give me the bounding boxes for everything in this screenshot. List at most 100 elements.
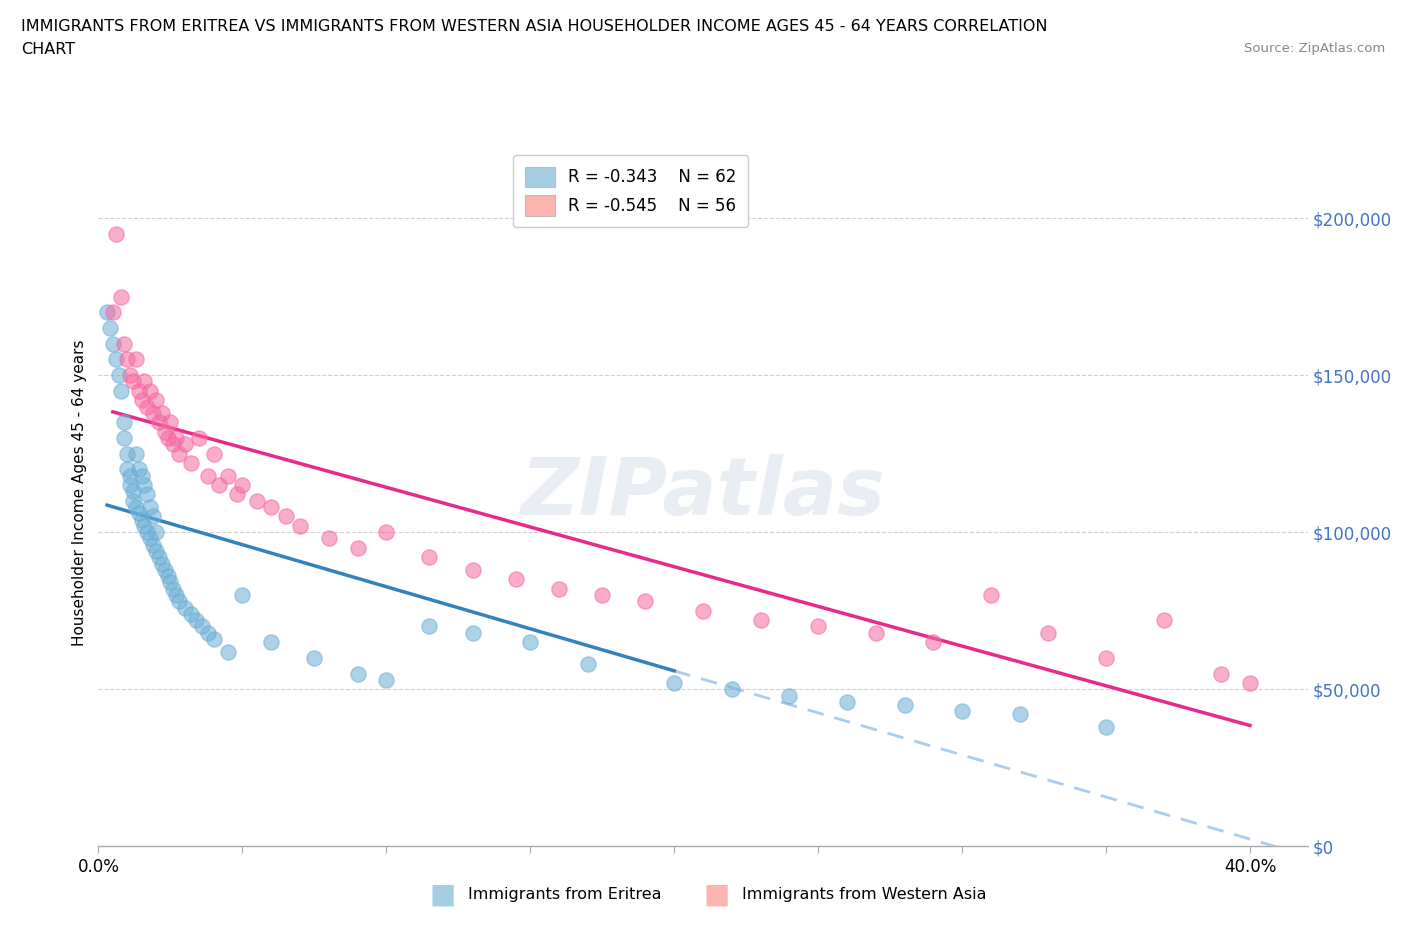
Point	[139, 499, 162, 514]
Point	[197, 468, 219, 483]
Point	[139, 383, 162, 398]
Text: Immigrants from Western Asia: Immigrants from Western Asia	[742, 887, 987, 902]
Point	[1239, 675, 1261, 690]
Point	[115, 446, 138, 461]
Point	[231, 478, 253, 493]
Point	[136, 525, 159, 539]
Point	[131, 512, 153, 527]
Point	[950, 704, 973, 719]
Point	[107, 367, 129, 382]
Point	[274, 509, 297, 524]
Text: CHART: CHART	[21, 42, 75, 57]
Point	[505, 572, 527, 587]
Point	[167, 594, 190, 609]
Point	[145, 525, 167, 539]
Point	[104, 226, 127, 241]
Point	[128, 462, 150, 477]
Point	[150, 556, 173, 571]
Point	[173, 600, 195, 615]
Point	[156, 569, 179, 584]
Point	[418, 550, 440, 565]
Point	[120, 478, 142, 493]
Point	[122, 493, 145, 508]
Point	[159, 575, 181, 590]
Point	[162, 437, 184, 452]
Point	[922, 634, 945, 649]
Point	[418, 619, 440, 634]
Point	[145, 392, 167, 407]
Point	[134, 374, 156, 389]
Point	[1095, 650, 1118, 665]
Point	[720, 682, 742, 697]
Point	[128, 506, 150, 521]
Point	[591, 588, 613, 603]
Point	[461, 563, 484, 578]
Point	[131, 392, 153, 407]
Point	[346, 540, 368, 555]
Point	[167, 446, 190, 461]
Point	[375, 672, 398, 687]
Point	[148, 550, 170, 565]
Point	[98, 321, 121, 336]
Point	[548, 581, 571, 596]
Point	[125, 446, 148, 461]
Point	[125, 499, 148, 514]
Point	[778, 688, 800, 703]
Point	[835, 695, 858, 710]
Text: Immigrants from Eritrea: Immigrants from Eritrea	[468, 887, 662, 902]
Point	[122, 374, 145, 389]
Point	[260, 634, 283, 649]
Point	[188, 431, 211, 445]
Point	[115, 352, 138, 366]
Point	[576, 657, 599, 671]
Point	[461, 625, 484, 640]
Point	[664, 675, 686, 690]
Point	[104, 352, 127, 366]
Point	[692, 604, 714, 618]
Point	[1153, 613, 1175, 628]
Point	[112, 431, 135, 445]
Legend: R = -0.343    N = 62, R = -0.545    N = 56: R = -0.343 N = 62, R = -0.545 N = 56	[513, 155, 748, 227]
Point	[260, 499, 283, 514]
Point	[980, 588, 1002, 603]
Text: ■: ■	[704, 881, 730, 909]
Point	[1095, 720, 1118, 735]
Point	[142, 405, 165, 420]
Point	[304, 650, 326, 665]
Point	[134, 518, 156, 533]
Point	[139, 531, 162, 546]
Point	[893, 698, 915, 712]
Point	[202, 631, 225, 646]
Point	[150, 405, 173, 420]
Point	[136, 487, 159, 502]
Point	[122, 484, 145, 498]
Point	[153, 424, 176, 439]
Point	[186, 613, 208, 628]
Point	[134, 478, 156, 493]
Point	[865, 625, 887, 640]
Point	[217, 468, 239, 483]
Point	[110, 289, 132, 304]
Point	[120, 468, 142, 483]
Point	[145, 543, 167, 558]
Point	[1038, 625, 1060, 640]
Point	[288, 518, 311, 533]
Point	[136, 399, 159, 414]
Point	[173, 437, 195, 452]
Point	[142, 538, 165, 552]
Point	[125, 352, 148, 366]
Point	[180, 606, 202, 621]
Point	[180, 456, 202, 471]
Point	[246, 493, 269, 508]
Point	[346, 666, 368, 681]
Point	[231, 588, 253, 603]
Point	[519, 634, 541, 649]
Text: IMMIGRANTS FROM ERITREA VS IMMIGRANTS FROM WESTERN ASIA HOUSEHOLDER INCOME AGES : IMMIGRANTS FROM ERITREA VS IMMIGRANTS FR…	[21, 19, 1047, 33]
Point	[110, 383, 132, 398]
Point	[142, 509, 165, 524]
Point	[101, 337, 124, 352]
Point	[131, 468, 153, 483]
Point	[197, 625, 219, 640]
Point	[112, 415, 135, 430]
Text: ■: ■	[430, 881, 456, 909]
